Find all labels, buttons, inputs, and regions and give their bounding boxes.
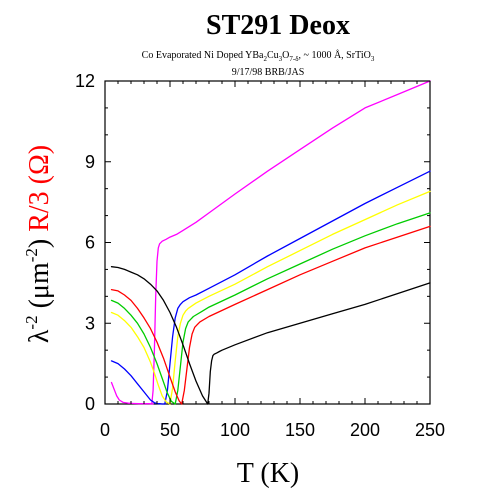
- y-tick-label: 9: [85, 152, 95, 172]
- series-line-resistance-11: [207, 282, 431, 405]
- subtitle-part-4: , ~ 1000 Å, SrTiO: [299, 49, 371, 61]
- series-line-resistance-9: [181, 225, 431, 405]
- subtitle-sub-1: 2: [264, 55, 268, 63]
- series-line-lambda-8: [110, 299, 176, 405]
- tick-group: 0 50 100 150 200 250 0 3 6 9 12: [75, 71, 445, 440]
- series-line-lambda-6: [110, 311, 171, 405]
- y-tick-label: 3: [85, 313, 95, 333]
- ylabel-lambda-close: ): [24, 232, 55, 248]
- y-axis-label: λ-2 (μm-2) R/3 (Ω): [22, 145, 55, 343]
- subtitle-sub-3: 7-δ: [289, 55, 299, 63]
- series-line-resistance-5: [169, 190, 431, 405]
- y-tick-label: 12: [75, 71, 95, 91]
- chart-subtitle: Co Evaporated Ni Doped YBa2Cu3O7-δ, ~ 10…: [142, 49, 375, 63]
- series-line-resistance-3: [164, 170, 431, 405]
- series-line-lambda-12: [110, 266, 209, 405]
- x-tick-label: 200: [350, 420, 380, 440]
- y-tick-label: 6: [85, 233, 95, 253]
- series-line-resistance-1: [151, 80, 431, 405]
- ylabel-resistance: R/3 (Ω): [24, 145, 55, 232]
- ylabel-lambda-unit: (μm: [24, 262, 55, 315]
- ylabel-unit-exponent: -2: [22, 248, 41, 262]
- subtitle-sub-2: 3: [279, 55, 283, 63]
- ylabel-lambda: λ: [24, 329, 55, 343]
- series-line-lambda-2: [110, 381, 154, 405]
- subtitle-sub-4: 3: [371, 55, 375, 63]
- subtitle-part-2: Cu: [267, 50, 279, 61]
- ylabel-lambda-exponent: -2: [22, 315, 41, 329]
- y-tick-label: 0: [85, 394, 95, 414]
- x-tick-label: 50: [160, 420, 180, 440]
- subtitle-part-3: O: [282, 50, 289, 61]
- x-tick-label: 0: [100, 420, 110, 440]
- x-axis-label: T (K): [237, 458, 299, 489]
- x-tick-label: 100: [220, 420, 250, 440]
- subtitle-part-1: Co Evaporated Ni Doped YBa: [142, 50, 264, 61]
- series-group: [110, 80, 431, 405]
- x-tick-label: 250: [415, 420, 445, 440]
- series-line-lambda-4: [110, 360, 166, 405]
- series-line-lambda-10: [110, 288, 183, 405]
- x-tick-label: 150: [285, 420, 315, 440]
- series-line-resistance-7: [174, 212, 431, 405]
- chart-date-line: 9/17/98 BRB/JAS: [232, 67, 305, 78]
- chart-title: ST291 Deox: [206, 10, 350, 41]
